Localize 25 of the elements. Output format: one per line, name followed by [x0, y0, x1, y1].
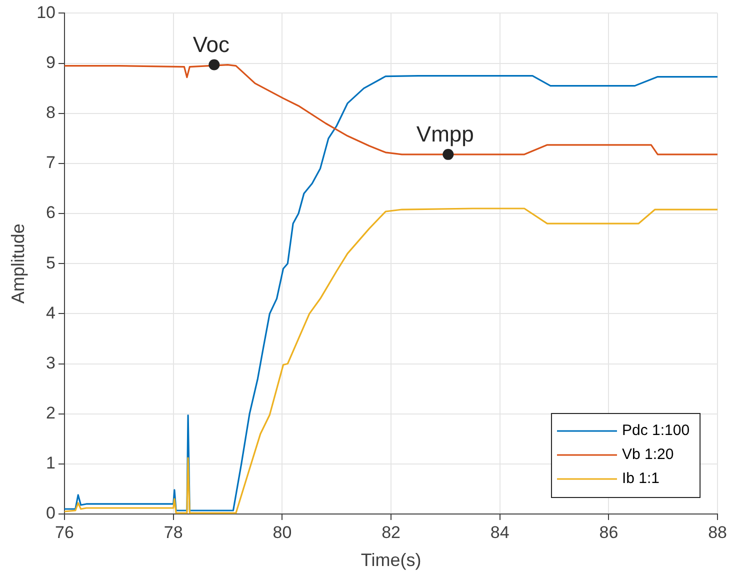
y-tick-label: 6 [46, 203, 56, 222]
x-tick-label: 88 [708, 522, 728, 542]
x-tick-label: 78 [164, 522, 183, 542]
y-tick-label: 4 [46, 303, 56, 322]
annotation: Voc [192, 32, 230, 57]
y-tick-label: 3 [46, 353, 56, 372]
y-tick-label: 9 [46, 52, 56, 72]
y-tick-label: 1 [46, 454, 56, 473]
x-axis-title: Time(s) [360, 550, 422, 570]
legend-label: Vb 1:20 [622, 446, 674, 464]
y-axis-title: Amplitude [8, 224, 28, 304]
annotation: Vmpp [416, 121, 474, 146]
x-tick-label: 82 [382, 522, 400, 542]
y-tick-label: 7 [46, 153, 56, 172]
y-tick-label: 5 [46, 253, 56, 272]
y-tick-label: 10 [36, 2, 56, 22]
x-tick-label: 84 [490, 522, 510, 542]
y-tick-label: 0 [46, 504, 56, 523]
x-tick-label: 86 [599, 522, 618, 542]
y-tick-label: 2 [46, 404, 56, 423]
legend-label: Ib 1:1 [622, 470, 660, 488]
x-tick-label: 76 [55, 522, 74, 542]
x-tick-label: 80 [272, 522, 292, 542]
y-tick-label: 8 [46, 103, 56, 122]
legend-label: Pdc 1:100 [622, 422, 690, 440]
